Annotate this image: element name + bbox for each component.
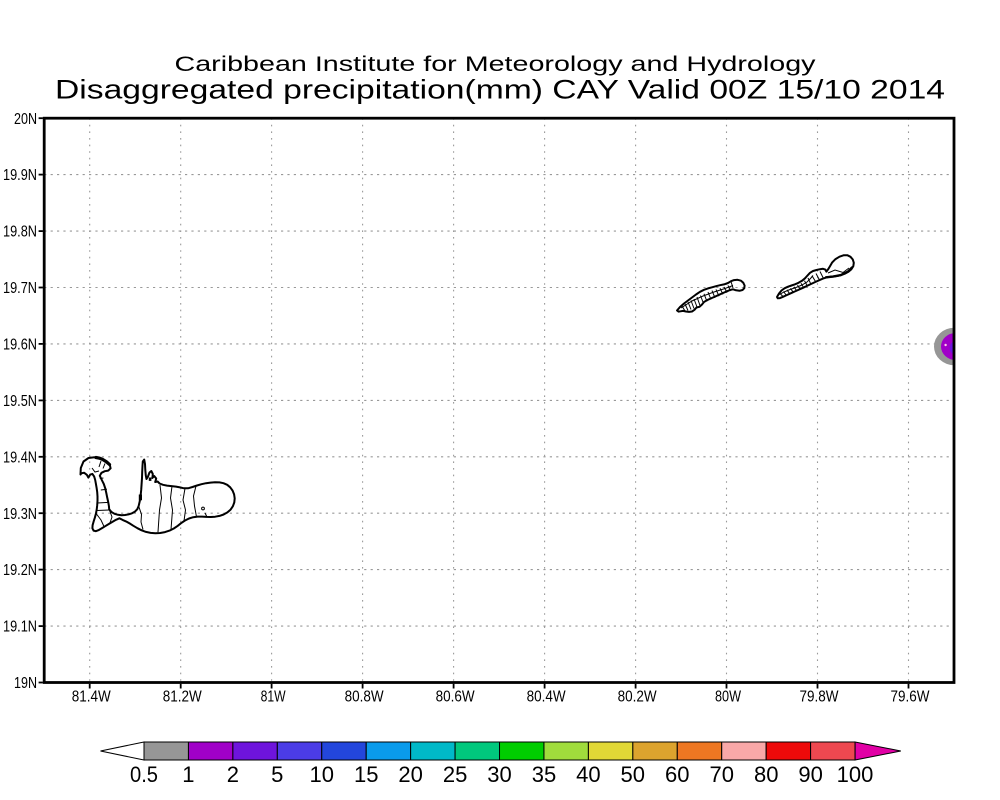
svg-text:100: 100: [837, 762, 874, 787]
svg-text:80.8W: 80.8W: [345, 689, 384, 706]
svg-text:19.3N: 19.3N: [3, 506, 37, 523]
svg-text:10: 10: [310, 762, 334, 787]
svg-text:2: 2: [227, 762, 239, 787]
svg-text:80W: 80W: [715, 689, 741, 706]
svg-text:5: 5: [271, 762, 283, 787]
svg-text:79.8W: 79.8W: [800, 689, 839, 706]
svg-text:80.2W: 80.2W: [618, 689, 657, 706]
svg-text:80.4W: 80.4W: [527, 689, 566, 706]
svg-text:19.5N: 19.5N: [3, 393, 37, 410]
svg-text:19.9N: 19.9N: [3, 167, 37, 184]
svg-text:19.4N: 19.4N: [3, 449, 37, 466]
svg-text:Caribbean Institute for Meteor: Caribbean Institute for Meteorology and …: [175, 52, 816, 76]
svg-text:30: 30: [487, 762, 511, 787]
svg-text:90: 90: [798, 762, 822, 787]
svg-text:19.6N: 19.6N: [3, 337, 37, 354]
svg-text:19.2N: 19.2N: [3, 562, 37, 579]
svg-text:70: 70: [709, 762, 733, 787]
svg-text:19.1N: 19.1N: [3, 619, 37, 636]
svg-text:20N: 20N: [14, 111, 37, 128]
svg-text:1: 1: [182, 762, 194, 787]
svg-text:81W: 81W: [261, 689, 286, 706]
svg-text:19N: 19N: [14, 675, 37, 692]
svg-text:60: 60: [665, 762, 689, 787]
svg-text:80.6W: 80.6W: [436, 689, 475, 706]
svg-text:80: 80: [754, 762, 778, 787]
svg-text:81.4W: 81.4W: [72, 689, 111, 706]
svg-text:Disaggregated precipitation(mm: Disaggregated precipitation(mm) CAY Vali…: [55, 75, 945, 105]
svg-text:15: 15: [354, 762, 378, 787]
svg-text:40: 40: [576, 762, 600, 787]
svg-text:25: 25: [443, 762, 467, 787]
svg-text:0.5: 0.5: [130, 762, 158, 787]
svg-text:81.2W: 81.2W: [163, 689, 202, 706]
svg-text:20: 20: [398, 762, 422, 787]
svg-text:79.6W: 79.6W: [891, 689, 930, 706]
svg-text:19.8N: 19.8N: [3, 224, 37, 241]
svg-text:19.7N: 19.7N: [3, 280, 37, 297]
svg-text:35: 35: [532, 762, 556, 787]
svg-text:50: 50: [621, 762, 645, 787]
